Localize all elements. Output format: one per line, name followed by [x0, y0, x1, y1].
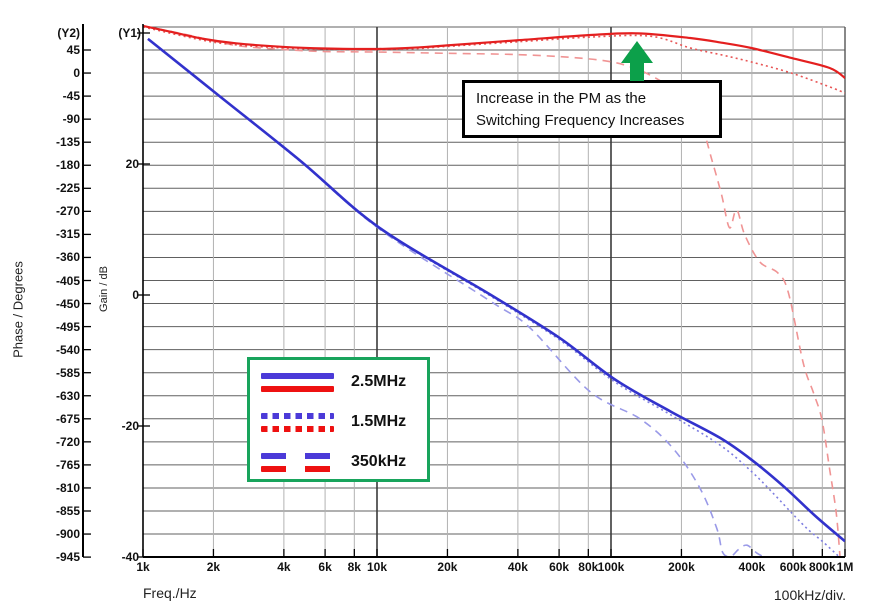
y2-tick-label: -315	[55, 227, 80, 242]
y2-axis-name: (Y2)	[57, 26, 80, 40]
x-tick-label: 400k	[738, 560, 766, 574]
x-tick-label: 8k	[347, 560, 361, 574]
y2-tick-label: 0	[73, 66, 80, 81]
legend-row-1.5mhz: 1.5MHz	[250, 402, 427, 442]
y2-tick-label: 45	[66, 43, 80, 57]
x-tick-label: 80k	[578, 560, 599, 574]
y2-tick-label: -675	[55, 411, 80, 426]
y2-tick-label: -585	[55, 365, 80, 380]
legend-row-350khz: 350kHz	[250, 442, 427, 482]
y2-tick-label: -405	[55, 273, 80, 288]
x-tick-label: 2k	[206, 560, 221, 574]
legend-box: 2.5MHz 1.5MHz 350kHz	[247, 357, 430, 482]
curve-phase-2p5mhz	[143, 24, 845, 79]
curve-phase-1p5mhz	[143, 26, 845, 94]
y1-tick-label: -20	[121, 419, 139, 433]
y2-tick-label: -540	[55, 342, 80, 357]
y2-tick-label: -180	[55, 158, 80, 173]
y2-tick-label: -360	[55, 250, 80, 265]
x-tick-label: 100k	[597, 560, 625, 574]
y2-tick-label: -45	[62, 89, 80, 104]
annotation-line-1: Increase in the PM as the	[476, 90, 647, 107]
x-tick-label: 20k	[437, 560, 458, 574]
x-tick-label: 6k	[318, 560, 332, 574]
curve-gain-350khz	[147, 38, 764, 557]
frequency-div-note: 100kHz/div.	[773, 587, 846, 603]
y2-tick-label: -900	[55, 527, 80, 542]
legend-row-2.5mhz: 2.5MHz	[250, 362, 427, 402]
legend-label-350khz: 350kHz	[351, 453, 407, 470]
legend-line-dashed-blue-icon	[261, 452, 334, 459]
annotation-box: Increase in the PM as the Switching Freq…	[462, 80, 722, 138]
y2-tick-label: -810	[55, 480, 80, 495]
y2-tick-label: -225	[55, 181, 80, 196]
curve-gain-1p5mhz	[147, 38, 840, 557]
y2-tick-label: -720	[55, 434, 80, 449]
legend-line-dashed-red-icon	[261, 465, 334, 472]
x-tick-label: 10k	[366, 560, 388, 574]
y1-tick-label: -40	[121, 550, 139, 564]
y2-tick-label: -855	[55, 504, 80, 518]
x-tick-label: 60k	[549, 560, 570, 574]
x-tick-label: 800k	[808, 560, 836, 574]
y1-tick-label: 0	[132, 288, 139, 302]
phase-axis-title: Phase / Degrees	[10, 261, 26, 358]
y2-tick-label: -450	[55, 296, 80, 311]
curve-gain-2p5mhz	[147, 37, 845, 543]
frequency-axis-title: Freq./Hz	[143, 585, 197, 601]
gain-axis-title: Gain / dB	[98, 266, 110, 312]
axes	[82, 24, 846, 558]
y2-tick-label: -765	[55, 457, 80, 472]
y2-tick-label: -945	[55, 550, 80, 565]
legend-line-dotted-red-icon	[261, 425, 334, 432]
legend-line-dotted-blue-icon	[261, 412, 334, 419]
x-tick-label: 1k	[136, 560, 150, 574]
y1-tick-label: 20	[125, 157, 139, 171]
x-tick-label: 200k	[668, 560, 695, 574]
y2-tick-label: -270	[55, 204, 80, 219]
legend-line-solid-red-icon	[261, 385, 334, 392]
x-tick-label: 1M	[836, 560, 854, 574]
legend-label-2.5mhz: 2.5MHz	[351, 373, 407, 390]
y2-tick-label: -135	[55, 135, 80, 150]
x-tick-label: 40k	[507, 560, 528, 574]
legend-line-solid-blue-icon	[261, 372, 334, 379]
y2-tick-label: -90	[62, 112, 80, 127]
x-tick-label: 4k	[277, 560, 291, 574]
y1-axis-name: (Y1)	[118, 26, 141, 40]
annotation-line-2: Switching Frequency Increases	[476, 112, 685, 129]
y2-tick-label: -495	[55, 319, 80, 334]
y2-tick-label: -630	[55, 388, 80, 403]
x-tick-label: 600k	[779, 560, 807, 574]
legend-label-1.5mhz: 1.5MHz	[351, 413, 407, 430]
